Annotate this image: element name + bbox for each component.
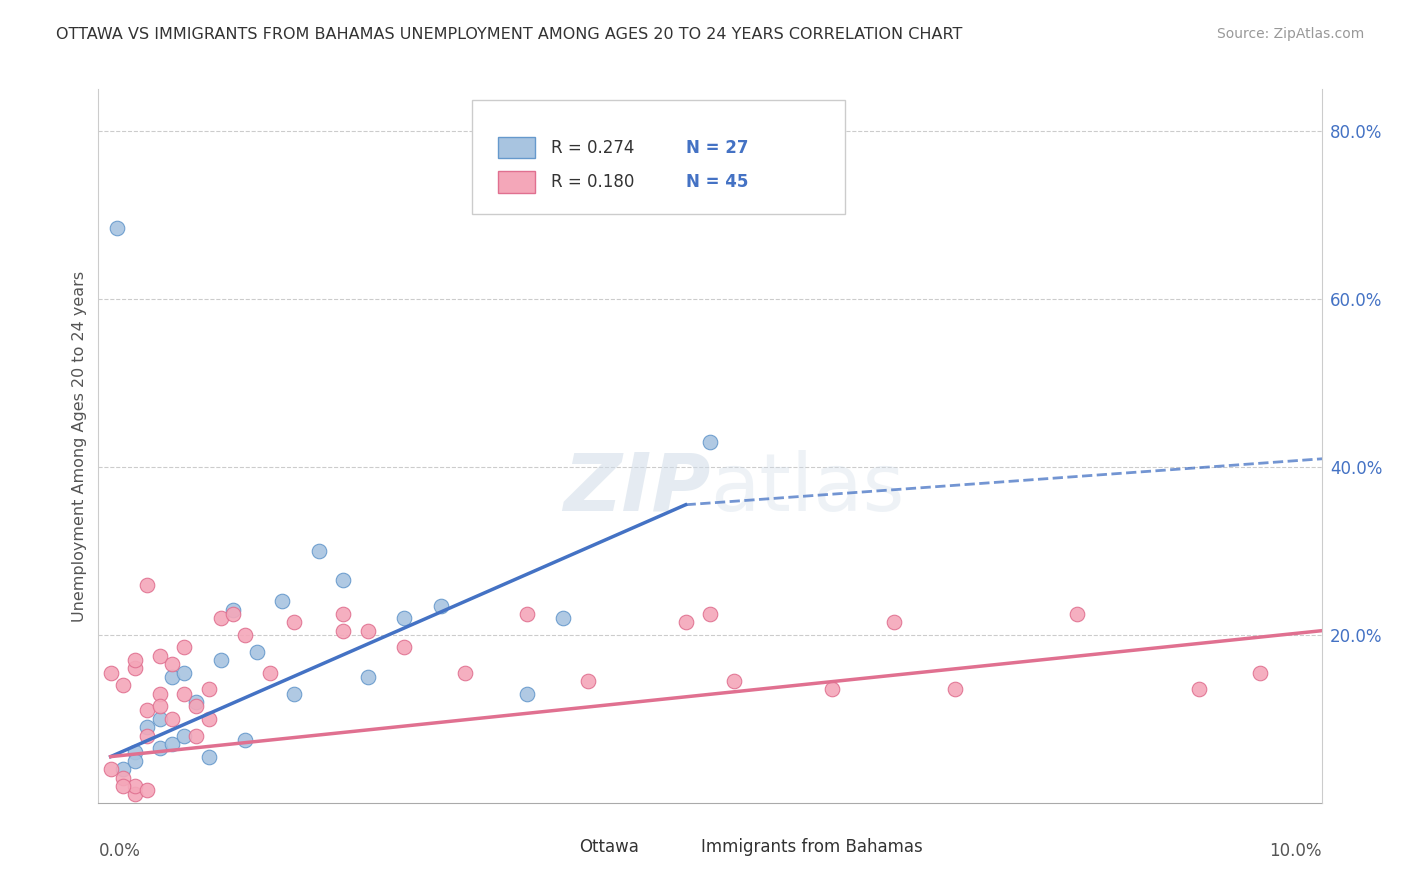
Y-axis label: Unemployment Among Ages 20 to 24 years: Unemployment Among Ages 20 to 24 years (72, 270, 87, 622)
Point (173, 687, 195, 701)
Text: OTTAWA VS IMMIGRANTS FROM BAHAMAS UNEMPLOYMENT AMONG AGES 20 TO 24 YEARS CORRELA: OTTAWA VS IMMIGRANTS FROM BAHAMAS UNEMPL… (56, 27, 963, 42)
Point (136, 703, 159, 717)
Text: atlas: atlas (710, 450, 904, 528)
Point (100, 665, 122, 680)
Bar (498, 137, 536, 159)
Bar (546, 837, 572, 858)
Point (149, 712, 172, 726)
Text: 10.0%: 10.0% (1270, 842, 1322, 860)
Point (100, 762, 122, 776)
FancyBboxPatch shape (471, 100, 845, 214)
Point (160, 712, 183, 726)
Point (454, 665, 477, 680)
Point (124, 754, 146, 768)
Text: N = 45: N = 45 (686, 173, 748, 191)
Point (160, 737, 183, 751)
Point (233, 732, 256, 747)
Point (699, 434, 721, 449)
Point (186, 695, 208, 709)
Point (111, 762, 134, 776)
Point (576, 674, 599, 689)
Point (675, 615, 697, 630)
Point (209, 611, 232, 625)
Point (516, 607, 538, 621)
Point (332, 607, 354, 621)
Point (943, 682, 966, 697)
Point (222, 603, 245, 617)
Point (699, 607, 721, 621)
Text: Source: ZipAtlas.com: Source: ZipAtlas.com (1216, 27, 1364, 41)
Point (553, 611, 575, 625)
Point (111, 771, 134, 785)
Point (149, 741, 172, 756)
Point (821, 682, 844, 697)
Point (283, 687, 305, 701)
Bar (668, 837, 695, 858)
Point (246, 645, 269, 659)
Point (136, 720, 159, 734)
Text: N = 27: N = 27 (686, 139, 748, 157)
Point (356, 670, 378, 684)
Point (136, 729, 159, 743)
Point (160, 670, 183, 684)
Point (392, 640, 416, 655)
Point (308, 544, 330, 558)
Point (111, 779, 134, 793)
Point (124, 779, 146, 793)
Point (124, 653, 146, 667)
Point (233, 628, 256, 642)
Point (332, 574, 354, 588)
Point (173, 729, 195, 743)
Point (124, 746, 146, 760)
Point (516, 687, 538, 701)
Text: R = 0.180: R = 0.180 (551, 173, 634, 191)
Point (186, 729, 208, 743)
Point (392, 611, 416, 625)
Text: Immigrants from Bahamas: Immigrants from Bahamas (702, 838, 924, 856)
Point (105, 220, 128, 235)
Text: 0.0%: 0.0% (98, 842, 141, 860)
Point (186, 699, 208, 714)
Point (124, 661, 146, 675)
Point (1066, 607, 1088, 621)
Bar (498, 171, 536, 193)
Point (883, 615, 905, 630)
Point (197, 682, 219, 697)
Point (270, 594, 292, 608)
Point (723, 674, 745, 689)
Point (111, 678, 134, 692)
Point (197, 749, 219, 764)
Text: ZIP: ZIP (562, 450, 710, 528)
Point (149, 648, 172, 663)
Text: Ottawa: Ottawa (579, 838, 638, 856)
Point (173, 640, 195, 655)
Point (160, 657, 183, 672)
Point (283, 615, 305, 630)
Point (356, 624, 378, 638)
Point (149, 687, 172, 701)
Point (332, 624, 354, 638)
Text: R = 0.274: R = 0.274 (551, 139, 634, 157)
Point (197, 712, 219, 726)
Point (136, 783, 159, 797)
Point (430, 599, 453, 613)
Point (136, 577, 159, 591)
Point (209, 653, 232, 667)
Point (124, 788, 146, 802)
Point (173, 665, 195, 680)
Point (1249, 665, 1271, 680)
Point (1188, 682, 1211, 697)
Point (222, 607, 245, 621)
Point (149, 699, 172, 714)
Point (259, 665, 281, 680)
